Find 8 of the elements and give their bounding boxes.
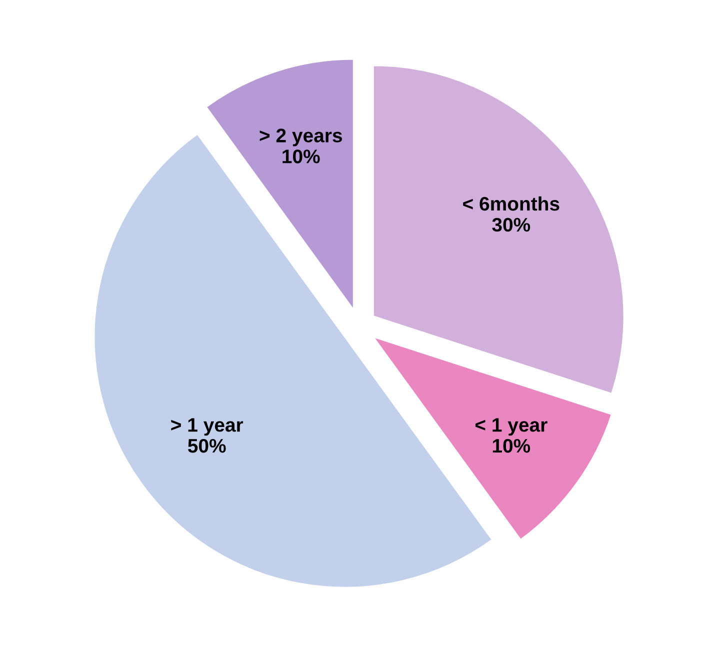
data-label: 10% bbox=[282, 150, 320, 164]
data-label: 30% bbox=[492, 218, 530, 232]
slice-label: > 2 years bbox=[260, 128, 342, 146]
data-label: 10% bbox=[492, 438, 530, 453]
slice-label: < 6months bbox=[463, 196, 560, 211]
data-label: 50% bbox=[188, 438, 226, 453]
slice-label: < 1 year bbox=[475, 418, 548, 436]
slice-label: > 1 year bbox=[171, 418, 244, 436]
